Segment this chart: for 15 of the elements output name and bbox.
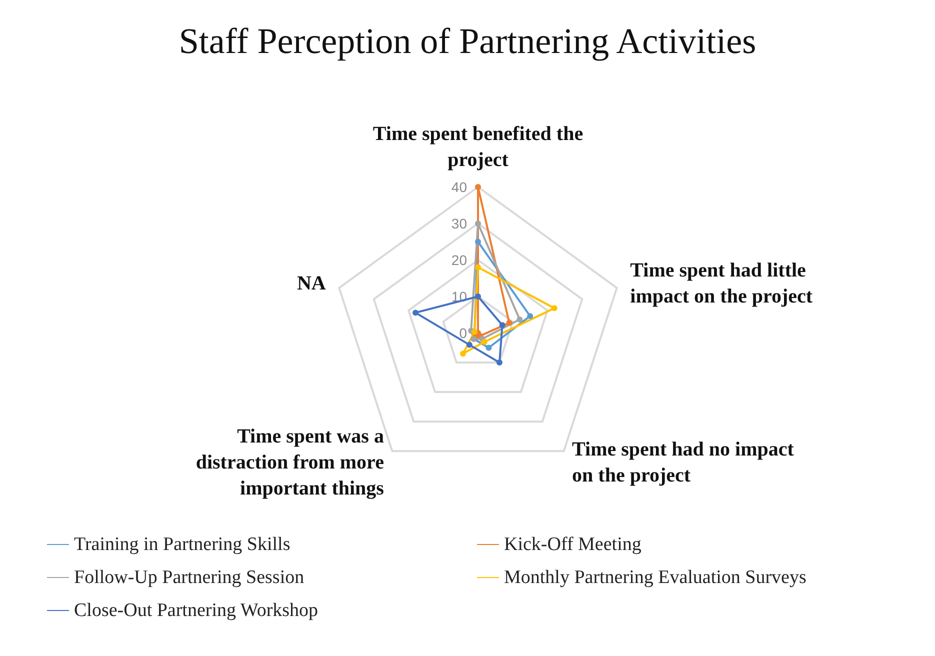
legend-label: Follow-Up Partnering Session — [74, 567, 305, 588]
y-tick-label: 20 — [451, 252, 468, 268]
spoke-label: NA — [296, 272, 326, 295]
spoke-label: Time spent had little impact on the project — [630, 260, 813, 308]
legend-label: Close-Out Partnering Workshop — [74, 600, 318, 621]
legend-label: Training in Partnering Skills — [74, 534, 290, 555]
legend-label: Monthly Partnering Evaluation Surveys — [504, 567, 806, 588]
y-tick-label: 30 — [451, 216, 468, 232]
y-tick-label: 40 — [451, 179, 468, 195]
legend-label: Kick-Off Meeting — [504, 534, 642, 555]
spoke-label: Time spent was a distraction from more important things — [196, 425, 384, 500]
y-tick-label: 0 — [459, 325, 468, 341]
spoke-label: Time spent benefited the project — [372, 123, 584, 171]
spoke-label: Time spent had no impact on the project — [572, 438, 794, 486]
chart-title: Staff Perception of Partnering Activities — [178, 21, 756, 61]
